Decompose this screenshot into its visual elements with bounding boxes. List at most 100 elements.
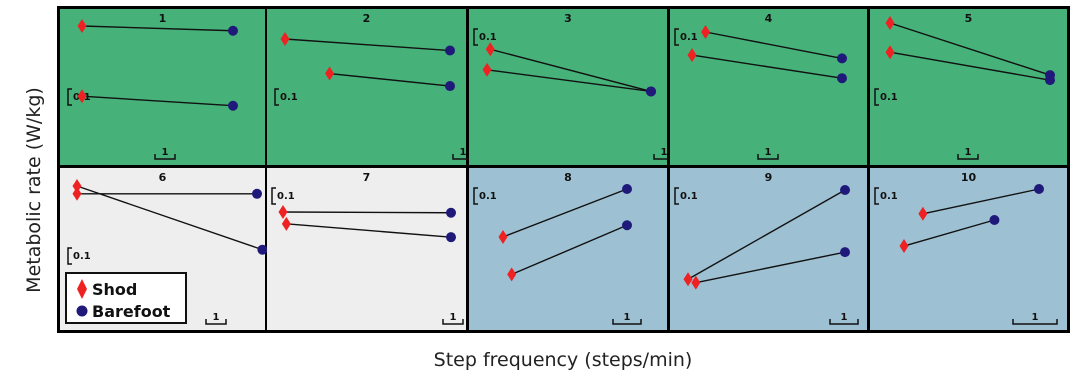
x-scale-label: 1 <box>460 147 467 158</box>
pair-line <box>329 72 451 87</box>
x-scale-bar <box>829 319 859 325</box>
shod-point <box>482 62 492 77</box>
panel-number: 8 <box>564 171 572 184</box>
barefoot-point <box>622 184 632 194</box>
x-scale-label: 1 <box>661 147 668 158</box>
shod-point <box>885 16 895 30</box>
panel-background <box>670 168 867 330</box>
y-scale-label: 0.1 <box>73 251 91 262</box>
pair-line <box>691 54 843 79</box>
panel-background <box>469 168 667 330</box>
x-scale-label: 1 <box>162 147 169 158</box>
barefoot-point <box>840 247 850 258</box>
y-scale-label: 0.1 <box>479 191 497 202</box>
x-scale-label: 1 <box>841 312 848 323</box>
panel-7: 70.11 <box>267 168 466 330</box>
panels: 10.1120.1130.1140.1150.1160.1170.1180.11… <box>60 9 1067 330</box>
barefoot-point <box>1034 184 1044 194</box>
panel-8: 80.11 <box>469 168 667 330</box>
legend-barefoot-marker <box>76 305 88 317</box>
panel-background <box>870 9 1067 165</box>
y-scale-bar <box>874 187 879 205</box>
legend-shod-label: Shod <box>92 280 137 299</box>
shod-point <box>687 48 697 63</box>
panel-number: 10 <box>961 171 977 184</box>
y-scale-bar <box>271 187 276 205</box>
x-scale-label: 1 <box>765 147 772 158</box>
x-scale-bar <box>1012 319 1058 325</box>
y-scale-bar <box>674 187 679 205</box>
x-scale-bar <box>612 319 642 325</box>
shod-point <box>72 186 82 201</box>
panel-number: 3 <box>564 12 572 25</box>
pair-line <box>490 48 652 93</box>
legend-barefoot-label: Barefoot <box>92 302 171 321</box>
pair-line <box>687 189 846 280</box>
y-scale-label: 0.1 <box>880 92 898 103</box>
shod-point <box>72 179 82 193</box>
x-scale-label: 1 <box>1032 312 1039 323</box>
panel-3: 30.11 <box>469 9 675 165</box>
y-scale-label: 0.1 <box>880 191 898 202</box>
panel-5: 50.11 <box>870 9 1067 165</box>
y-scale-bar <box>67 88 72 106</box>
barefoot-point <box>837 73 847 84</box>
shod-point <box>77 19 87 33</box>
y-scale-bar <box>67 247 72 265</box>
pair-line <box>695 251 846 284</box>
y-scale-bar <box>473 28 478 46</box>
barefoot-point <box>446 207 456 218</box>
shod-point <box>683 272 693 287</box>
barefoot-point <box>646 86 656 97</box>
barefoot-point <box>446 232 456 243</box>
panel-10: 100.11 <box>870 168 1067 330</box>
x-scale-bar <box>205 319 227 325</box>
barefoot-point <box>228 100 238 111</box>
shod-point <box>485 42 495 57</box>
barefoot-point <box>252 188 262 199</box>
shod-point <box>899 239 909 254</box>
legend: Shod Barefoot <box>65 272 187 324</box>
shod-point <box>918 206 928 221</box>
x-scale-bar <box>154 154 176 160</box>
panel-background <box>267 168 466 330</box>
panel-number: 6 <box>159 171 167 184</box>
shod-point <box>701 25 710 39</box>
shod-point <box>278 205 288 219</box>
barefoot-point <box>228 25 238 36</box>
y-scale-label: 0.1 <box>280 92 298 103</box>
pair-line <box>81 95 234 107</box>
pair-line <box>81 25 234 32</box>
y-scale-bar <box>674 28 679 46</box>
shod-point <box>77 89 87 104</box>
pair-line <box>903 219 995 247</box>
pair-line <box>282 211 452 214</box>
panel-9: 90.11 <box>670 168 867 330</box>
shod-point <box>325 66 335 81</box>
panel-number: 7 <box>363 171 371 184</box>
y-scale-bar <box>274 88 279 106</box>
panel-background <box>267 9 466 165</box>
panel-number: 9 <box>765 171 773 184</box>
x-scale-label: 1 <box>450 312 457 323</box>
barefoot-point <box>257 244 268 255</box>
panel-1: 10.11 <box>60 9 265 165</box>
panel-number: 4 <box>765 12 773 25</box>
panel-number: 5 <box>965 12 973 25</box>
barefoot-point <box>989 215 1000 225</box>
x-scale-bar <box>442 319 464 325</box>
panel-4: 40.11 <box>670 9 867 165</box>
x-scale-label: 1 <box>213 312 220 323</box>
pair-line <box>889 22 1051 76</box>
shod-point <box>280 32 290 46</box>
x-scale-bar <box>957 154 979 160</box>
pair-line <box>511 224 628 276</box>
legend-shod-marker <box>77 279 87 299</box>
pair-line <box>705 31 843 60</box>
panel-number: 1 <box>159 12 167 25</box>
pair-line <box>286 223 452 238</box>
y-scale-label: 0.1 <box>680 191 698 202</box>
panel-background <box>469 9 667 165</box>
shod-point <box>281 216 291 231</box>
